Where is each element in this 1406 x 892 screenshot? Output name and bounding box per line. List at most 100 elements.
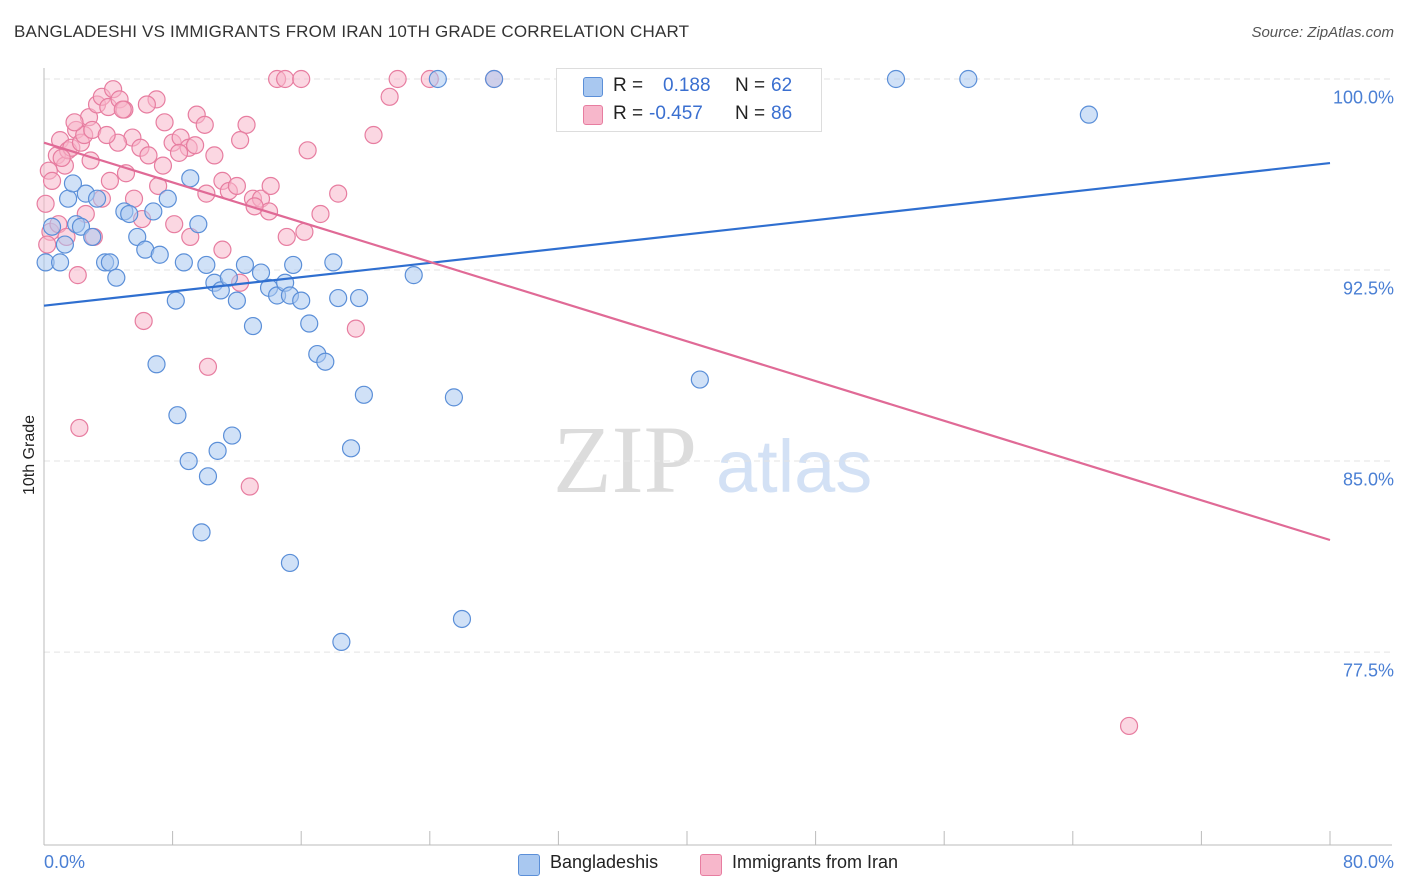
y-tick-label-92-5: 92.5% [1342, 278, 1394, 299]
point-bangladeshi-64 [690, 370, 709, 389]
point-bangladeshi-4 [59, 189, 78, 208]
point-bangladeshi-54 [404, 266, 423, 285]
point-iran-64 [346, 319, 365, 338]
point-iran-28 [195, 115, 214, 134]
legend-swatch-pink [700, 854, 722, 876]
point-iran-85 [186, 136, 205, 155]
point-bangladeshi-48 [198, 467, 218, 486]
point-iran-80 [97, 125, 116, 145]
chart-title: BANGLADESHI VS IMMIGRANTS FROM IRAN 10TH… [14, 22, 690, 41]
point-iran-74 [70, 418, 89, 438]
point-bangladeshi-9 [83, 227, 102, 247]
y-tick-label-85: 85.0% [1342, 469, 1394, 490]
point-bangladeshi-49 [208, 441, 227, 460]
point-iran-23 [155, 113, 174, 132]
point-iran-84 [169, 143, 189, 162]
x-tick-label-max: 80.0% [1342, 852, 1394, 872]
point-iran-73 [198, 357, 218, 376]
legend-label-bangladeshis: Bangladeshis [550, 852, 659, 872]
point-bangladeshi-25 [197, 255, 216, 275]
point-bangladeshi-12 [100, 253, 120, 272]
point-iran-65 [364, 125, 383, 145]
point-bangladeshi-19 [150, 245, 169, 264]
point-bangladeshi-15 [120, 204, 139, 224]
point-bangladeshi-22 [174, 253, 193, 272]
point-iran-2 [42, 171, 62, 190]
point-bangladeshi-1 [42, 217, 62, 236]
point-bangladeshi-57 [332, 632, 351, 651]
point-iran-75 [240, 477, 259, 496]
x-tick-label-min: 0.0% [44, 852, 86, 872]
watermark-zip: ZIP [553, 406, 697, 513]
point-bangladeshi-53 [349, 288, 369, 308]
point-bangladeshi-60 [485, 69, 504, 89]
point-iran-29 [205, 146, 224, 165]
point-iran-86 [1119, 716, 1139, 736]
point-iran-67 [388, 69, 407, 89]
source-label: Source: ZipAtlas.com [1251, 24, 1394, 41]
point-bangladeshi-41 [329, 288, 348, 308]
point-iran-62 [311, 204, 330, 224]
point-bangladeshi-21 [166, 291, 185, 310]
regression-line-bangladeshi [43, 161, 1331, 307]
point-bangladeshi-38 [300, 314, 319, 333]
point-bangladeshi-58 [452, 609, 472, 629]
point-bangladeshi-63 [1079, 105, 1098, 124]
point-iran-39 [292, 69, 311, 89]
stats-n-value-blue: 62 [771, 75, 793, 96]
point-iran-76 [38, 235, 57, 254]
point-bangladeshi-46 [179, 451, 198, 471]
stats-r-label-blue: R = [613, 75, 644, 96]
point-bangladeshi-52 [324, 253, 343, 272]
point-iran-47 [100, 171, 120, 190]
point-iran-83 [153, 156, 173, 175]
point-iran-58 [245, 197, 264, 216]
point-iran-59 [261, 176, 280, 196]
y-tick-label-77-5: 77.5% [1342, 660, 1394, 681]
point-bangladeshi-43 [354, 385, 373, 404]
point-bangladeshi-31 [243, 316, 263, 336]
point-bangladeshi-29 [227, 291, 246, 310]
stats-r-value-blue: 0.188 [663, 75, 711, 96]
stats-n-label-pink: N = [735, 103, 766, 124]
point-iran-21 [139, 146, 158, 165]
point-iran-33 [237, 115, 256, 134]
point-bangladeshi-45 [168, 406, 187, 425]
point-bangladeshi-24 [189, 215, 208, 234]
point-iran-72 [134, 311, 153, 331]
point-iran-53 [165, 215, 184, 234]
point-iran-78 [65, 113, 84, 132]
point-iran-70 [231, 131, 250, 150]
point-bangladeshi-30 [235, 255, 255, 275]
point-bangladeshi-2 [50, 253, 70, 272]
point-bangladeshi-20 [158, 189, 177, 208]
point-bangladeshi-10 [87, 189, 107, 208]
point-iran-81 [113, 100, 132, 119]
point-bangladeshi-32 [251, 263, 271, 282]
point-bangladeshi-18 [144, 202, 163, 221]
stats-swatch-blue [583, 77, 603, 97]
stats-swatch-pink [583, 105, 603, 125]
point-iran-56 [213, 240, 232, 259]
point-iran-77 [52, 148, 71, 168]
point-bangladeshi-42 [341, 439, 361, 458]
point-iran-43 [68, 266, 87, 285]
stats-n-label-blue: N = [735, 75, 766, 96]
point-bangladeshi-3 [55, 235, 74, 254]
point-bangladeshi-40 [316, 352, 335, 371]
point-bangladeshi-47 [192, 523, 211, 542]
stats-box: R = 0.188 N = 62 R = -0.457 N = 86 [556, 68, 822, 132]
point-iran-71 [298, 141, 317, 160]
legend-label-iran: Immigrants from Iran [732, 852, 899, 872]
watermark-atlas: atlas [716, 425, 872, 508]
stats-r-label-pink: R = [613, 103, 644, 124]
point-iran-60 [277, 227, 296, 247]
point-bangladeshi-13 [107, 268, 126, 287]
regression-line-iran [43, 141, 1331, 542]
point-bangladeshi-51 [284, 255, 303, 275]
point-bangladeshi-56 [280, 553, 300, 573]
point-iran-63 [329, 184, 348, 203]
point-iran-66 [380, 87, 399, 106]
point-bangladeshi-55 [444, 388, 464, 407]
